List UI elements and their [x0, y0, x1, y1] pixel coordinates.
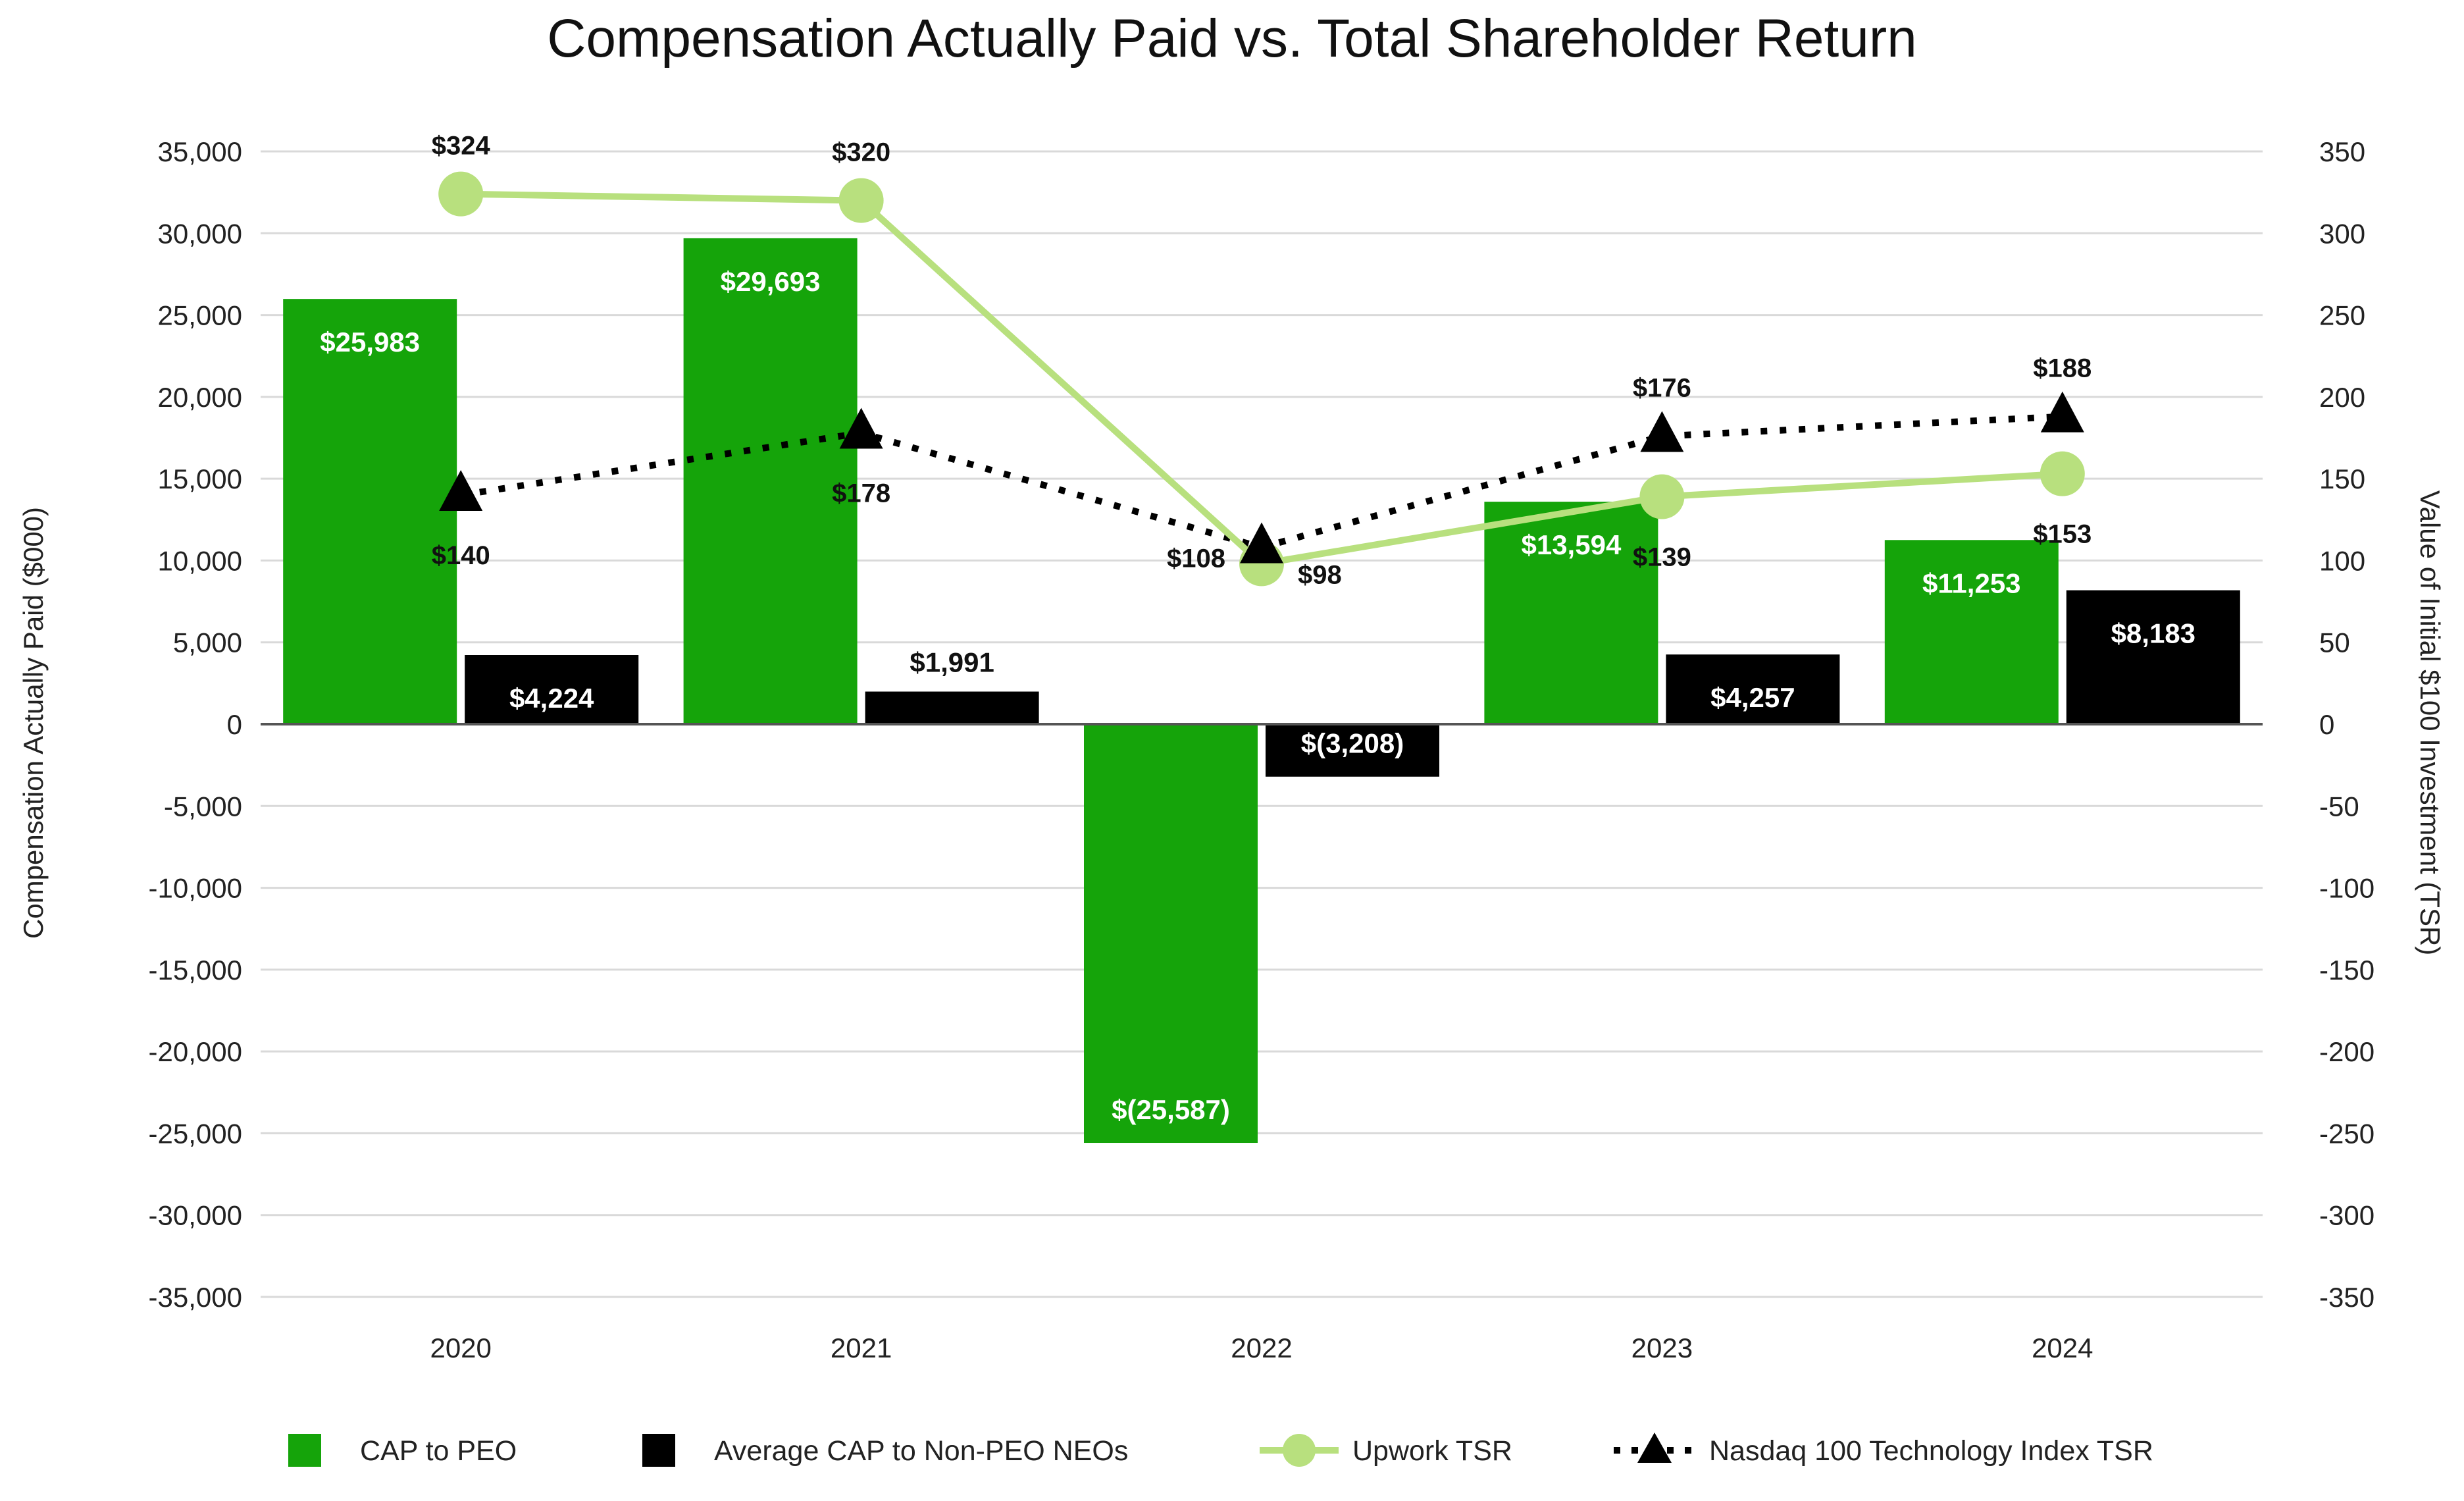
y-axis-left-tick-label: 10,000: [158, 545, 242, 576]
data-label-cap-to-peo-2024: $11,253: [1922, 567, 2021, 598]
y-axis-right-ticks: 350 300 250 200 150 100 50 0 -50 -100 -150 -200 -250…: [2319, 136, 2374, 1313]
marker-nasdaq-100-technology-index-tsr-2022: [1240, 522, 1283, 564]
data-labels-layer: $25,983 $29,693 $(25,587) $13,594 $11,253 $4,…: [320, 132, 2195, 1125]
y-axis-left-tick-label: -15,000: [149, 955, 242, 986]
data-label-nasdaq-100-technology-index-tsr-2023: $176: [1633, 374, 1691, 403]
x-axis-ticks: 2020 2021 2022 2023 2024: [430, 1332, 2093, 1363]
legend: CAP to PEO Average CAP to Non-PEO NEOs U…: [288, 1433, 2153, 1467]
y-axis-right-tick-label: -300: [2319, 1200, 2374, 1231]
y-axis-right-tick-label: 350: [2319, 136, 2365, 167]
data-label-nasdaq-100-technology-index-tsr-2022: $108: [1167, 544, 1225, 573]
x-axis-tick-label: 2021: [831, 1332, 892, 1363]
bar-cap-to-peo-2024: [1884, 540, 2059, 724]
data-label-average-cap-to-non-peo-neos-2022: $(3,208): [1301, 728, 1404, 759]
data-label-upwork-tsr-2022: $98: [1298, 560, 1342, 589]
bar-average-cap-to-non-peo-neos-2020: [465, 655, 639, 724]
marker-nasdaq-100-technology-index-tsr-2020: [439, 470, 483, 511]
legend-swatch-average-cap-non-peo: [642, 1434, 675, 1467]
y-axis-right-tick-label: -100: [2319, 873, 2374, 904]
legend-item-average-cap-non-peo: Average CAP to Non-PEO NEOs: [642, 1434, 1128, 1467]
legend-label-upwork-tsr: Upwork TSR: [1352, 1435, 1512, 1467]
marker-nasdaq-100-technology-index-tsr-2023: [1640, 411, 1684, 452]
bar-cap-to-peo-2022: [1084, 724, 1258, 1144]
y-axis-right-tick-label: -350: [2319, 1282, 2374, 1313]
y-axis-right-label: Value of Initial $100 Investment (TSR): [2415, 490, 2446, 956]
y-axis-left-tick-label: 20,000: [158, 382, 242, 413]
y-axis-left-tick-label: 25,000: [158, 300, 242, 331]
chart-title: Compensation Actually Paid vs. Total Sha…: [547, 9, 1917, 68]
y-axis-left-tick-label: -35,000: [149, 1282, 242, 1313]
y-axis-left-label: Compensation Actually Paid ($000): [18, 507, 49, 939]
y-axis-left-ticks: 35,000 30,000 25,000 20,000 15,000 10,000 5,00…: [149, 136, 242, 1313]
legend-item-cap-to-peo: CAP to PEO: [288, 1434, 517, 1467]
data-label-average-cap-to-non-peo-neos-2021: $1,991: [910, 647, 994, 678]
marker-upwork-tsr-2021: [838, 178, 884, 223]
data-label-average-cap-to-non-peo-neos-2020: $4,224: [509, 683, 594, 714]
y-axis-left-tick-label: 15,000: [158, 463, 242, 494]
y-axis-right-tick-label: -150: [2319, 955, 2374, 986]
x-axis-tick-label: 2024: [2032, 1332, 2093, 1363]
data-label-nasdaq-100-technology-index-tsr-2021: $178: [832, 479, 890, 508]
data-label-upwork-tsr-2023: $139: [1633, 542, 1691, 571]
data-label-average-cap-to-non-peo-neos-2023: $4,257: [1710, 682, 1795, 713]
y-axis-left-tick-label: -10,000: [149, 873, 242, 904]
legend-label-nasdaq-tsr: Nasdaq 100 Technology Index TSR: [1709, 1435, 2153, 1467]
y-axis-right-tick-label: -200: [2319, 1036, 2374, 1067]
x-axis-tick-label: 2020: [430, 1332, 491, 1363]
bar-cap-to-peo-2020: [283, 299, 457, 725]
legend-item-nasdaq-tsr: Nasdaq 100 Technology Index TSR: [1614, 1433, 2153, 1467]
markers-layer: [438, 171, 2085, 587]
y-axis-left-tick-label: -20,000: [149, 1036, 242, 1067]
y-axis-right-tick-label: 100: [2319, 545, 2365, 576]
bar-average-cap-to-non-peo-neos-2024: [2066, 590, 2240, 724]
y-axis-left-tick-label: 30,000: [158, 218, 242, 249]
legend-label-average-cap-non-peo: Average CAP to Non-PEO NEOs: [714, 1435, 1128, 1467]
y-axis-left-tick-label: -5,000: [164, 791, 242, 822]
legend-marker-nasdaq-tsr: [1637, 1433, 1672, 1463]
legend-marker-upwork-tsr: [1283, 1434, 1316, 1467]
data-label-nasdaq-100-technology-index-tsr-2024: $188: [2033, 354, 2092, 383]
data-label-upwork-tsr-2024: $153: [2033, 520, 2092, 549]
data-label-cap-to-peo-2020: $25,983: [320, 327, 420, 357]
data-label-upwork-tsr-2021: $320: [832, 138, 890, 167]
bar-average-cap-to-non-peo-neos-2021: [865, 691, 1039, 724]
bars-layer: [283, 238, 2240, 1144]
y-axis-left-tick-label: -25,000: [149, 1118, 242, 1149]
marker-nasdaq-100-technology-index-tsr-2024: [2040, 391, 2084, 433]
x-axis-tick-label: 2022: [1231, 1332, 1292, 1363]
y-axis-right-tick-label: 300: [2319, 218, 2365, 249]
y-axis-left-tick-label: 0: [227, 709, 242, 740]
bar-average-cap-to-non-peo-neos-2023: [1666, 654, 1840, 724]
y-axis-right-tick-label: -250: [2319, 1118, 2374, 1149]
bar-average-cap-to-non-peo-neos-2022: [1266, 724, 1439, 777]
y-axis-right-tick-label: 200: [2319, 382, 2365, 413]
data-label-cap-to-peo-2021: $29,693: [721, 266, 821, 297]
marker-upwork-tsr-2023: [1639, 474, 1685, 519]
y-axis-right-tick-label: 250: [2319, 300, 2365, 331]
data-label-cap-to-peo-2022: $(25,587): [1112, 1094, 1230, 1125]
y-axis-right-tick-label: 50: [2319, 627, 2350, 658]
y-axis-left-tick-label: -30,000: [149, 1200, 242, 1231]
data-label-upwork-tsr-2020: $324: [432, 132, 491, 161]
bar-cap-to-peo-2023: [1484, 502, 1658, 724]
x-axis-tick-label: 2023: [1631, 1332, 1693, 1363]
y-axis-left-tick-label: 35,000: [158, 136, 242, 167]
data-label-nasdaq-100-technology-index-tsr-2020: $140: [432, 541, 490, 570]
marker-upwork-tsr-2020: [438, 171, 484, 217]
legend-item-upwork-tsr: Upwork TSR: [1260, 1434, 1512, 1467]
data-label-cap-to-peo-2023: $13,594: [1521, 529, 1621, 560]
legend-label-cap-to-peo: CAP to PEO: [360, 1435, 517, 1467]
legend-swatch-cap-to-peo: [288, 1434, 321, 1467]
marker-nasdaq-100-technology-index-tsr-2021: [839, 408, 883, 449]
marker-upwork-tsr-2024: [2040, 451, 2085, 496]
bar-cap-to-peo-2021: [683, 238, 858, 724]
y-axis-left-tick-label: 5,000: [173, 627, 242, 658]
y-axis-right-tick-label: 150: [2319, 463, 2365, 494]
y-axis-right-tick-label: -50: [2319, 791, 2359, 822]
data-label-average-cap-to-non-peo-neos-2024: $8,183: [2111, 618, 2195, 649]
y-axis-right-tick-label: 0: [2319, 709, 2334, 740]
